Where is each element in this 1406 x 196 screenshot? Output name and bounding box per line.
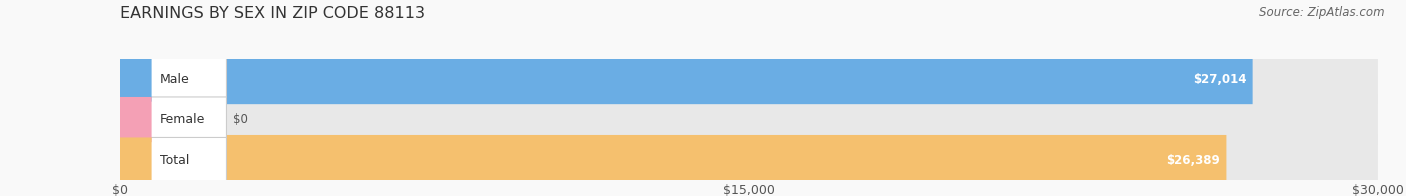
FancyBboxPatch shape — [120, 135, 1378, 185]
FancyBboxPatch shape — [120, 137, 226, 183]
Text: $26,389: $26,389 — [1167, 154, 1220, 167]
FancyBboxPatch shape — [120, 135, 1226, 185]
Text: Female: Female — [160, 113, 205, 126]
FancyBboxPatch shape — [120, 137, 152, 183]
Text: Source: ZipAtlas.com: Source: ZipAtlas.com — [1260, 6, 1385, 19]
Text: Total: Total — [160, 154, 190, 167]
FancyBboxPatch shape — [120, 97, 152, 142]
FancyBboxPatch shape — [120, 54, 1378, 104]
Text: EARNINGS BY SEX IN ZIP CODE 88113: EARNINGS BY SEX IN ZIP CODE 88113 — [120, 6, 425, 21]
Text: Male: Male — [160, 73, 190, 85]
FancyBboxPatch shape — [120, 94, 1378, 145]
Text: $27,014: $27,014 — [1192, 73, 1246, 85]
FancyBboxPatch shape — [120, 97, 226, 142]
FancyBboxPatch shape — [120, 54, 1253, 104]
FancyBboxPatch shape — [120, 56, 226, 102]
Text: $0: $0 — [233, 113, 247, 126]
FancyBboxPatch shape — [120, 56, 152, 102]
